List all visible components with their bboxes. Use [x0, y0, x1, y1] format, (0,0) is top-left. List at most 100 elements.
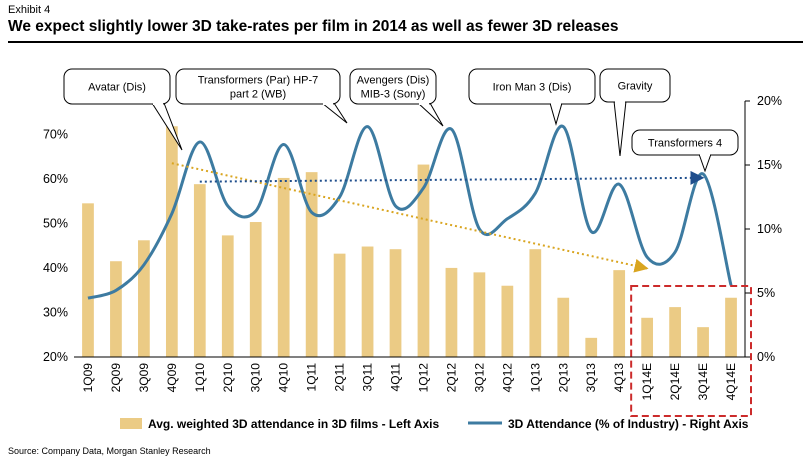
bar-3Q11 [361, 246, 374, 357]
category-label: 3Q12 [472, 363, 486, 393]
category-label: 1Q09 [81, 363, 95, 393]
category-label: 4Q14E [724, 363, 738, 400]
axes: 20% 30% 40% 50% 60% 70% 0% 5% 10% 15% 20% 1Q09 2Q09 3… [43, 94, 782, 400]
category-label: 4Q12 [500, 363, 514, 393]
callout-text: Gravity [618, 81, 653, 93]
legend: Avg. weighted 3D attendance in 3D films … [120, 417, 749, 431]
right-tick-label: 15% [757, 158, 782, 172]
callout: Avengers (Dis) MIB-3 (Sony) [349, 68, 444, 127]
callout-box [599, 68, 671, 103]
legend-label-bars: Avg. weighted 3D attendance in 3D films … [148, 417, 439, 431]
callout-box [63, 68, 171, 105]
bar-2Q09 [110, 261, 122, 357]
callout-pointer [549, 102, 563, 126]
callout-pointer-mask [615, 100, 625, 103]
callout-box [631, 129, 739, 156]
bar-3Q09 [138, 240, 150, 357]
trend-arrows [171, 162, 753, 417]
callout: Iron Man 3 (Dis) [468, 68, 596, 126]
bar-4Q11 [389, 249, 402, 357]
trend-arrow-blue [199, 170, 705, 185]
callout-box [349, 68, 437, 105]
attendance-line [87, 124, 733, 300]
category-label: 3Q11 [361, 363, 375, 392]
callout-pointer-mask [323, 102, 333, 105]
callout-pointer [417, 102, 444, 127]
source-note: Source: Company Data, Morgan Stanley Res… [8, 446, 211, 456]
category-label: 1Q14E [640, 363, 654, 400]
category-label: 1Q13 [528, 363, 542, 393]
callout-text: Iron Man 3 (Dis) [493, 82, 572, 94]
left-tick-label: 60% [43, 172, 68, 186]
highlight-box [630, 285, 753, 417]
bar-1Q13 [529, 249, 542, 357]
category-label: 1Q10 [193, 363, 207, 393]
callouts: Avatar (Dis) Transformers (Par) HP-7 part … [63, 68, 739, 173]
bar-2Q14E [669, 307, 681, 357]
callout-pointer-mask [419, 102, 429, 105]
category-label: 4Q10 [277, 363, 291, 393]
category-label: 4Q09 [165, 363, 179, 393]
right-tick-label: 0% [757, 350, 775, 364]
right-tick-label: 5% [757, 286, 775, 300]
exhibit-label: Exhibit 4 [8, 4, 51, 16]
left-tick-label: 50% [43, 216, 68, 230]
left-tick-label: 30% [43, 305, 68, 319]
category-label: 1Q12 [416, 363, 430, 393]
line-series [87, 124, 733, 300]
left-tick-label: 70% [43, 127, 68, 141]
bar-4Q13 [613, 270, 626, 357]
right-tick-label: 20% [757, 94, 782, 108]
category-label: 3Q09 [137, 363, 151, 393]
category-label: 1Q11 [305, 363, 319, 392]
callout-box [468, 68, 596, 105]
category-label: 2Q10 [221, 363, 235, 393]
category-label: 4Q13 [612, 363, 626, 393]
callout: Transformers (Par) HP-7 part 2 (WB) [175, 68, 348, 124]
bar-4Q12 [501, 285, 514, 357]
callout-text: Avengers (Dis) [357, 75, 430, 87]
category-label: 2Q14E [668, 363, 682, 400]
callout-text: Transformers (Par) HP-7 [198, 75, 319, 87]
bar-1Q14E [641, 317, 654, 357]
callout-text: Transformers 4 [648, 138, 722, 150]
chart-title: We expect slightly lower 3D take-rates p… [8, 18, 619, 35]
bar-1Q11 [305, 172, 318, 357]
callout-pointer-mask [700, 153, 710, 156]
category-label: 2Q12 [444, 363, 458, 393]
callout-pointer-mask [551, 102, 561, 105]
callout-text: Avatar (Dis) [88, 82, 146, 94]
category-label: 4Q11 [389, 363, 403, 392]
bar-3Q14E [697, 327, 709, 357]
callout-pointer [151, 102, 183, 151]
bar-series [82, 126, 737, 357]
left-tick-label: 20% [43, 350, 68, 364]
callout: Gravity [599, 68, 671, 157]
bar-4Q14E [725, 297, 737, 357]
bar-4Q10 [277, 177, 290, 357]
bar-2Q12 [445, 267, 458, 357]
callout-pointer-mask [153, 102, 163, 105]
bar-3Q10 [249, 222, 262, 357]
callout-text: MIB-3 (Sony) [361, 89, 426, 101]
category-label: 2Q11 [333, 363, 347, 392]
callout-pointer [698, 153, 712, 173]
category-label: 2Q13 [556, 363, 570, 393]
category-label: 3Q10 [249, 363, 263, 393]
bar-4Q09 [165, 126, 178, 357]
bar-2Q13 [557, 297, 570, 357]
right-tick-label: 10% [757, 222, 782, 236]
callout-pointer [321, 102, 348, 124]
bar-3Q12 [473, 272, 486, 357]
bar-2Q10 [221, 235, 234, 357]
legend-label-line: 3D Attendance (% of Industry) - Right Ax… [508, 417, 749, 431]
bar-2Q11 [333, 253, 346, 357]
bar-1Q12 [417, 164, 430, 357]
callout: Transformers 4 [631, 129, 739, 173]
bar-3Q13 [585, 337, 598, 357]
bar-1Q10 [193, 184, 206, 357]
callout-box [175, 68, 341, 105]
legend-swatch-bars [120, 418, 142, 429]
category-label: 2Q09 [109, 363, 123, 393]
